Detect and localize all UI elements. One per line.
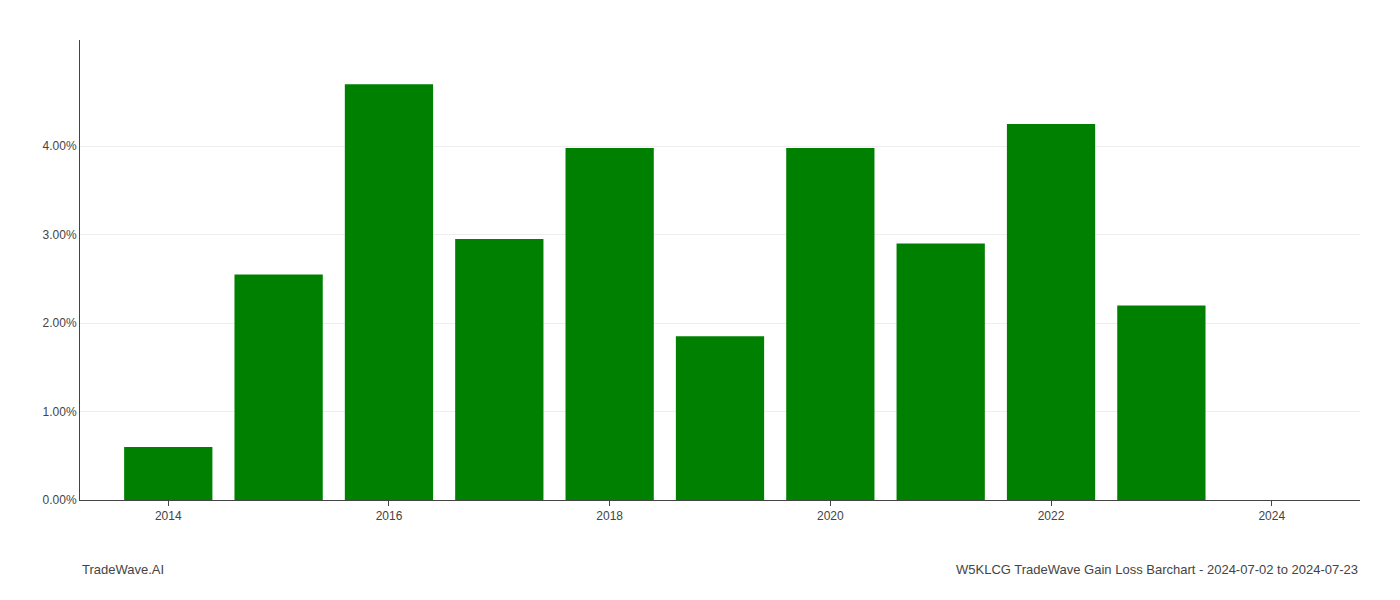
svg-text:2014: 2014 (155, 509, 182, 523)
svg-text:4.00%: 4.00% (43, 139, 77, 153)
svg-text:2.00%: 2.00% (43, 316, 77, 330)
svg-text:0.00%: 0.00% (43, 493, 77, 507)
svg-text:TradeWave.AI: TradeWave.AI (82, 562, 164, 577)
svg-text:2018: 2018 (596, 509, 623, 523)
svg-text:2024: 2024 (1258, 509, 1285, 523)
svg-text:3.00%: 3.00% (43, 228, 77, 242)
svg-text:2020: 2020 (817, 509, 844, 523)
svg-text:W5KLCG TradeWave Gain Loss Bar: W5KLCG TradeWave Gain Loss Barchart - 20… (956, 562, 1358, 577)
svg-text:2016: 2016 (376, 509, 403, 523)
svg-text:1.00%: 1.00% (43, 405, 77, 419)
svg-text:2022: 2022 (1038, 509, 1065, 523)
